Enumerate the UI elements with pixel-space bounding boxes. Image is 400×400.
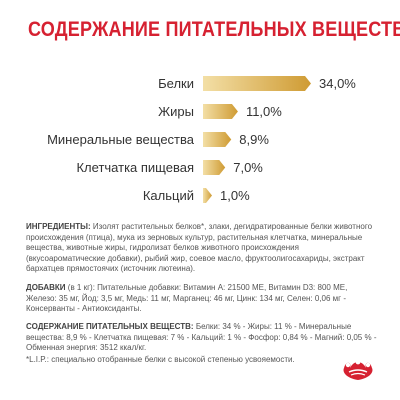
category-label: Белки — [158, 76, 194, 91]
ingredients-label: ИНГРЕДИЕНТЫ: — [26, 222, 91, 231]
bar — [203, 188, 212, 203]
additives-section: ДОБАВКИ (в 1 кг): Питательные добавки: В… — [26, 283, 378, 315]
category-label: Минеральные вещества — [47, 132, 195, 147]
category-label: Кальций — [143, 188, 194, 203]
ingredients-section: ИНГРЕДИЕНТЫ: Изолят растительных белков*… — [26, 222, 378, 275]
additives-text: (в 1 кг): Питательные добавки: Витамин A… — [26, 283, 348, 314]
ingredients-text: Изолят растительных белков*, злаки, деги… — [26, 222, 373, 274]
footnote: *L.I.P.: специально отобранные белки с в… — [26, 355, 295, 364]
category-label: Клетчатка пищевая — [76, 160, 194, 175]
bar — [203, 76, 311, 91]
nutrients-section: СОДЕРЖАНИЕ ПИТАТЕЛЬНЫХ ВЕЩЕСТВ: Белки: 3… — [26, 322, 378, 354]
nutrients-label: СОДЕРЖАНИЕ ПИТАТЕЛЬНЫХ ВЕЩЕСТВ: — [26, 322, 194, 331]
value-label: 1,0% — [220, 188, 250, 203]
bar — [203, 160, 226, 175]
bar — [203, 132, 232, 147]
value-label: 34,0% — [319, 76, 356, 91]
nutrients-text: Белки: 34 % - Жиры: 11 % - Минеральные в… — [26, 322, 377, 353]
category-label: Жиры — [158, 104, 194, 119]
value-label: 7,0% — [233, 160, 263, 175]
value-label: 8,9% — [239, 132, 269, 147]
bar — [203, 104, 238, 119]
royal-canin-crown-icon — [343, 359, 373, 380]
page-title: СОДЕРЖАНИЕ ПИТАТЕЛЬНЫХ ВЕЩЕСТВ — [28, 18, 400, 41]
additives-label: ДОБАВКИ — [26, 283, 66, 292]
nutrient-bar-chart: Белки 34,0% Жиры 11,0% Минеральные вещества 8… — [47, 76, 356, 203]
value-label: 11,0% — [246, 104, 282, 119]
